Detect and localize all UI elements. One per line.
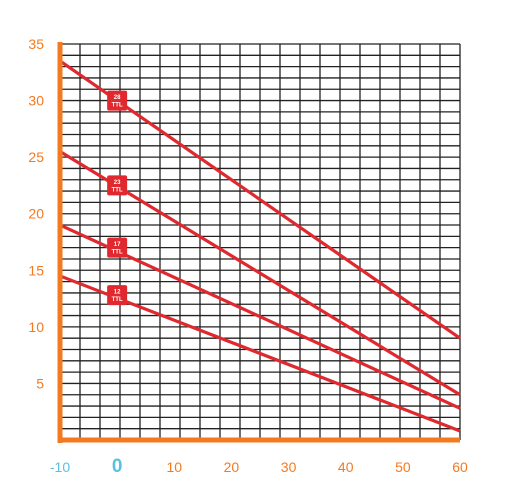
series-badge-label-bottom: TTL [112, 297, 123, 303]
tick-labels: 5 10 15 20 25 30 35 -10 0 10 20 30 40 50 60 [28, 36, 468, 477]
series-badge-box [107, 90, 128, 111]
series-badge-label-top: 23 [114, 180, 121, 186]
series-badge-label-bottom: TTL [112, 250, 123, 256]
series-badge-box [107, 237, 128, 258]
y-tick-label: 10 [28, 319, 44, 335]
series-badge-label-bottom: TTL [112, 187, 123, 193]
x-tick-label: 40 [338, 459, 354, 475]
series-badge-28: 28 TTL [107, 90, 128, 111]
series-badge-label-top: 17 [114, 242, 121, 248]
y-tick-label: 25 [28, 149, 44, 165]
x-tick-label: 0 [112, 456, 123, 477]
y-tick-label: 35 [28, 36, 44, 52]
y-tick-label: 30 [28, 93, 44, 109]
y-tick-label: 20 [28, 206, 44, 222]
series-badge-label-top: 12 [114, 290, 121, 296]
x-tick-label: 50 [395, 459, 411, 475]
y-tick-label: 15 [28, 262, 44, 278]
series-badge-17: 17 TTL [107, 237, 128, 258]
x-tick-label: 10 [166, 459, 182, 475]
series-badge-box [107, 285, 128, 306]
series-badge-label-bottom: TTL [112, 103, 123, 109]
x-tick-label: 20 [224, 459, 240, 475]
x-tick-label: 60 [452, 459, 468, 475]
x-tick-label: 30 [281, 459, 297, 475]
series-badge-box [107, 175, 128, 196]
series-badge-label-top: 28 [114, 95, 121, 101]
y-tick-label: 5 [36, 375, 44, 391]
x-tick-label: -10 [50, 459, 70, 475]
axes [57, 42, 460, 443]
